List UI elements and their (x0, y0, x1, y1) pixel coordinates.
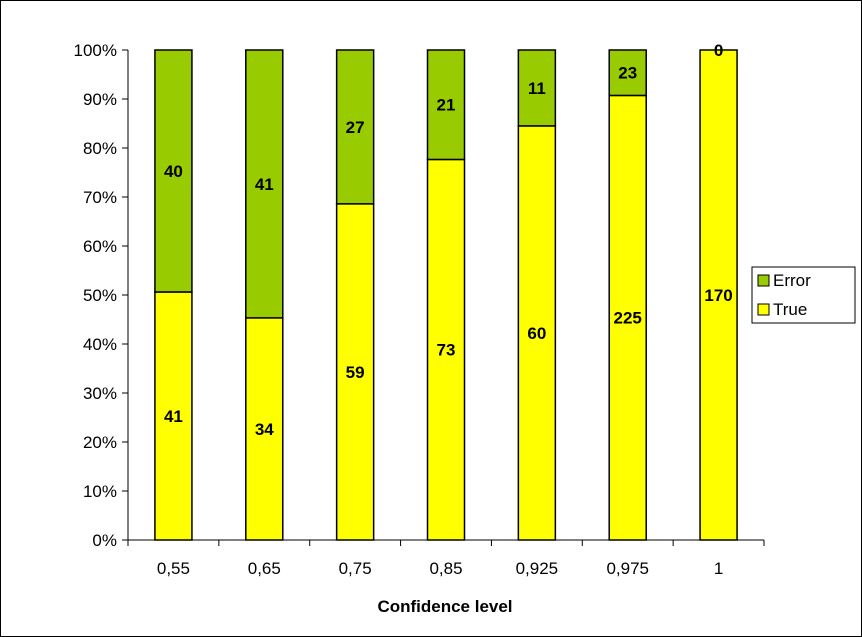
legend: Error True (751, 266, 856, 324)
data-label-true: 41 (164, 407, 183, 426)
y-tick-label: 60% (83, 237, 117, 256)
data-label-error: 0 (714, 41, 723, 60)
data-label-true: 170 (704, 286, 732, 305)
data-label-error: 23 (618, 64, 637, 83)
bar-error-segment (335, 49, 375, 205)
y-tick-label: 10% (83, 482, 117, 501)
bar-true-segment (608, 94, 647, 541)
y-tick-label: 30% (83, 384, 117, 403)
x-tick-label: 0,65 (248, 559, 281, 578)
y-tick-label: 20% (83, 433, 117, 452)
x-tick-label: 0,925 (516, 559, 559, 578)
bar-true-segment (699, 49, 738, 541)
legend-swatch-error (757, 274, 770, 287)
x-tick-label: 0,975 (606, 559, 649, 578)
legend-label-error: Error (773, 271, 811, 290)
data-label-error: 11 (528, 79, 546, 98)
bars (154, 49, 738, 541)
y-axis: 0% 10% 20% 30% 40% 50% 60% 70% 80% 90% 100% (74, 41, 129, 550)
x-tick-label: 1 (714, 559, 723, 578)
legend-label-true: True (773, 300, 807, 319)
y-tick-label: 100% (74, 41, 117, 60)
y-tick-label: 40% (83, 335, 117, 354)
x-axis-title: Confidence level (377, 597, 512, 616)
bar-error-segment (608, 49, 647, 97)
x-tick-label: 0,55 (157, 559, 190, 578)
bar-error-segment (517, 49, 557, 127)
y-tick-label: 80% (83, 139, 117, 158)
bar-true-segment (335, 203, 375, 541)
data-label-true: 34 (255, 420, 274, 439)
data-label-true: 60 (527, 324, 546, 343)
legend-swatch-true (757, 303, 770, 316)
data-label-true: 73 (437, 341, 456, 360)
bar-error-segment (154, 49, 193, 293)
y-tick-label: 50% (83, 286, 117, 305)
bar-error-segment (426, 49, 466, 161)
x-tick-label: 0,75 (339, 559, 372, 578)
bar-true-segment (517, 125, 557, 541)
data-label-error: 41 (255, 175, 274, 194)
y-tick-label: 90% (83, 90, 117, 109)
data-label-error: 21 (437, 96, 456, 115)
x-tick-label: 0,85 (429, 559, 462, 578)
data-label-true: 59 (346, 363, 365, 382)
data-label-error: 40 (164, 162, 183, 181)
x-axis: 0,55 0,65 0,75 0,85 0,925 0,975 1 (127, 539, 765, 578)
data-labels: 41 40 34 41 59 27 73 21 60 11 225 23 170 0 (164, 41, 733, 439)
y-tick-label: 0% (92, 531, 117, 550)
bar-error-segment (245, 49, 284, 319)
data-label-error: 27 (346, 118, 365, 137)
y-tick-label: 70% (83, 188, 117, 207)
data-label-true: 225 (614, 309, 642, 328)
